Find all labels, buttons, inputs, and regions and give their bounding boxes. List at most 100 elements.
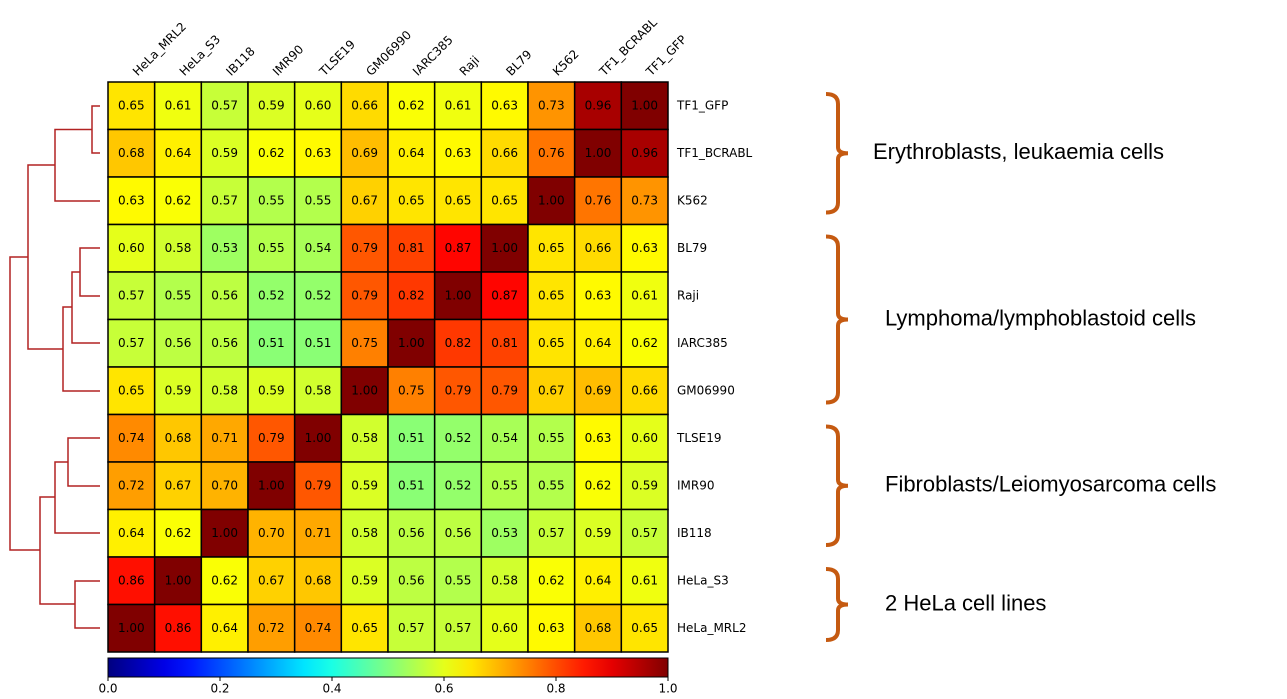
cell-label: 0.64: [118, 526, 145, 540]
cell-label: 0.69: [585, 383, 612, 397]
cell-label: 0.63: [585, 431, 612, 445]
heatmap-cell: [247, 366, 296, 416]
cell-label: 0.66: [631, 383, 658, 397]
cell-label: 0.57: [631, 526, 658, 540]
heatmap-cell: [247, 508, 296, 558]
cell-label: 0.55: [445, 573, 472, 587]
heatmap-cell: [387, 461, 436, 511]
heatmap-cell: [527, 128, 576, 178]
cell-label: 0.75: [351, 336, 378, 350]
dendrogram-link: [74, 580, 100, 629]
cell-label: 0.65: [538, 288, 565, 302]
cell-label: 0.68: [305, 573, 332, 587]
heatmap-cell: [480, 223, 529, 273]
heatmap-cell: [387, 176, 436, 226]
heatmap-cell: [107, 413, 156, 463]
dendrogram-link: [54, 461, 100, 534]
cell-label: 0.54: [491, 431, 518, 445]
cell-label: 0.71: [305, 526, 332, 540]
heatmap-cell: [620, 413, 669, 463]
cell-label: 0.57: [211, 98, 238, 112]
dendrogram-link: [67, 437, 100, 487]
heatmap-cell: [573, 271, 623, 321]
heatmap-cell: [433, 128, 483, 178]
cell-label: 0.74: [118, 431, 145, 445]
cell-label: 0.63: [445, 146, 472, 160]
heatmap-cell: [107, 318, 156, 368]
cell-label: 0.57: [445, 621, 472, 635]
cell-label: 0.54: [305, 241, 332, 255]
heatmap-cell: [200, 413, 249, 463]
dendrogram-link: [91, 105, 100, 154]
cell-label: 0.52: [445, 431, 472, 445]
y-tick-label: K562: [677, 193, 708, 207]
colorbar-tick-label: 0.4: [322, 682, 341, 696]
heatmap-cell: [573, 603, 623, 653]
cell-label: 0.57: [398, 621, 425, 635]
cell-label: 0.59: [585, 526, 612, 540]
cell-label: 0.63: [585, 288, 612, 302]
cell-label: 0.60: [631, 431, 658, 445]
heatmap-cell: [153, 508, 203, 558]
cell-label: 1.00: [491, 241, 518, 255]
cell-label: 0.69: [351, 146, 378, 160]
cell-label: 0.76: [538, 146, 565, 160]
heatmap-cell: [387, 413, 436, 463]
cell-label: 0.55: [538, 478, 565, 492]
heatmap-cell: [433, 508, 483, 558]
cell-label: 0.66: [585, 241, 612, 255]
colorbar-tick-label: 0.0: [98, 682, 117, 696]
dendrogram-link: [62, 306, 100, 392]
heatmap-cell: [387, 603, 436, 653]
heatmap-cell: [620, 81, 669, 131]
cell-label: 0.70: [211, 478, 238, 492]
x-tick-label: IB118: [223, 44, 257, 78]
cell-label: 0.57: [118, 336, 145, 350]
y-tick-label: HeLa_MRL2: [677, 621, 746, 635]
cell-label: 0.81: [398, 241, 425, 255]
heatmap-cell: [433, 461, 483, 511]
heatmap-cell: [200, 176, 249, 226]
cell-label: 0.87: [491, 288, 518, 302]
heatmap-cell: [247, 413, 296, 463]
cell-label: 0.65: [538, 336, 565, 350]
y-tick-label: IMR90: [677, 478, 715, 492]
heatmap-cell: [340, 318, 389, 368]
y-tick-label: TF1_GFP: [676, 98, 728, 112]
cell-label: 0.53: [211, 241, 238, 255]
heatmap-cell: [200, 271, 249, 321]
heatmap-cell: [620, 176, 669, 226]
cell-label: 0.67: [538, 383, 565, 397]
cell-label: 0.56: [398, 526, 425, 540]
cell-label: 0.62: [631, 336, 658, 350]
group-label: Lymphoma/lymphoblastoid cells: [885, 305, 1196, 330]
colorbar-tick-label: 1.0: [658, 682, 677, 696]
cell-label: 0.86: [165, 621, 192, 635]
heatmap-cell: [573, 556, 623, 606]
heatmap-cell: [107, 81, 156, 131]
dendrogram-link: [79, 247, 100, 297]
y-tick-label: TF1_BCRABL: [676, 146, 753, 160]
heatmap-cell: [340, 603, 389, 653]
x-tick-label: BL79: [503, 47, 534, 78]
cell-label: 0.63: [538, 621, 565, 635]
dendrogram-link: [9, 256, 40, 551]
heatmap-cell: [480, 318, 529, 368]
cell-label: 0.65: [491, 193, 518, 207]
cell-label: 0.79: [305, 478, 332, 492]
cell-label: 0.56: [211, 336, 238, 350]
cell-label: 0.52: [305, 288, 332, 302]
cell-label: 0.74: [305, 621, 332, 635]
heatmap-cell: [200, 556, 249, 606]
cell-label: 1.00: [398, 336, 425, 350]
x-tick-label: IMR90: [270, 42, 306, 78]
heatmap-cell: [293, 271, 343, 321]
heatmap-cell: [153, 366, 203, 416]
heatmap-cell: [620, 461, 669, 511]
dendrogram-link: [71, 271, 100, 344]
heatmap-cell: [620, 603, 669, 653]
cell-label: 0.52: [258, 288, 285, 302]
heatmap-cell: [387, 556, 436, 606]
cell-label: 0.79: [445, 383, 472, 397]
